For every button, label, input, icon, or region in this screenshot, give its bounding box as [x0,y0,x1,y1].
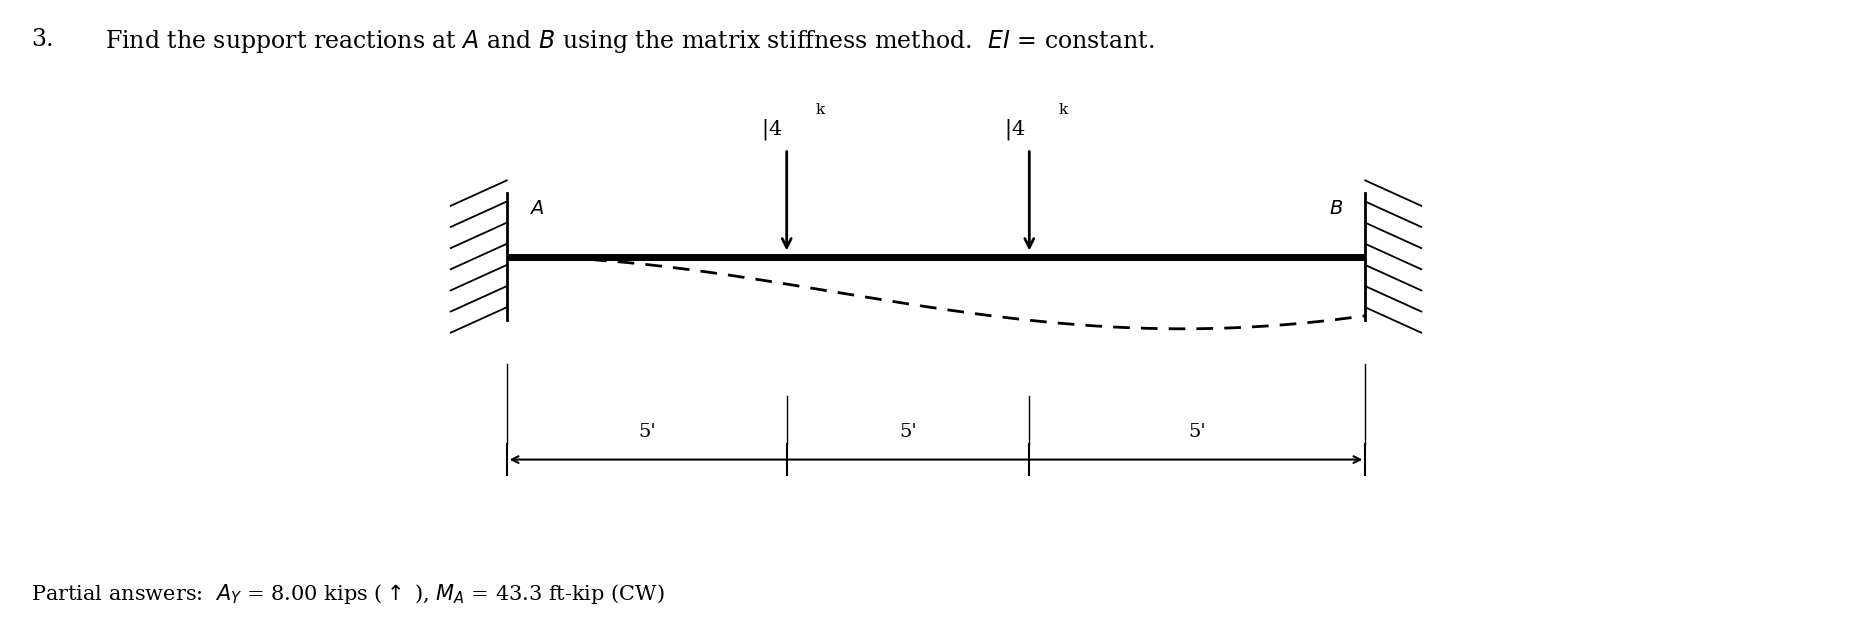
Text: Partial answers:  $A_Y$ = 8.00 kips ($\uparrow$ ), $M_A$ = 43.3 ft-kip (CW): Partial answers: $A_Y$ = 8.00 kips ($\up… [30,582,665,605]
Text: $A$: $A$ [530,200,545,218]
Text: k: k [1058,103,1067,117]
Text: k: k [816,103,826,117]
Text: $\vert$4: $\vert$4 [1003,117,1026,142]
Text: 5': 5' [899,422,917,440]
Text: $\vert$4: $\vert$4 [762,117,782,142]
Text: Find the support reactions at $A$ and $B$ using the matrix stiffness method.  $E: Find the support reactions at $A$ and $B… [105,28,1155,55]
Text: 5': 5' [1189,422,1206,440]
Text: 3.: 3. [30,28,54,51]
Text: $B$: $B$ [1329,200,1342,218]
Text: 5': 5' [638,422,655,440]
